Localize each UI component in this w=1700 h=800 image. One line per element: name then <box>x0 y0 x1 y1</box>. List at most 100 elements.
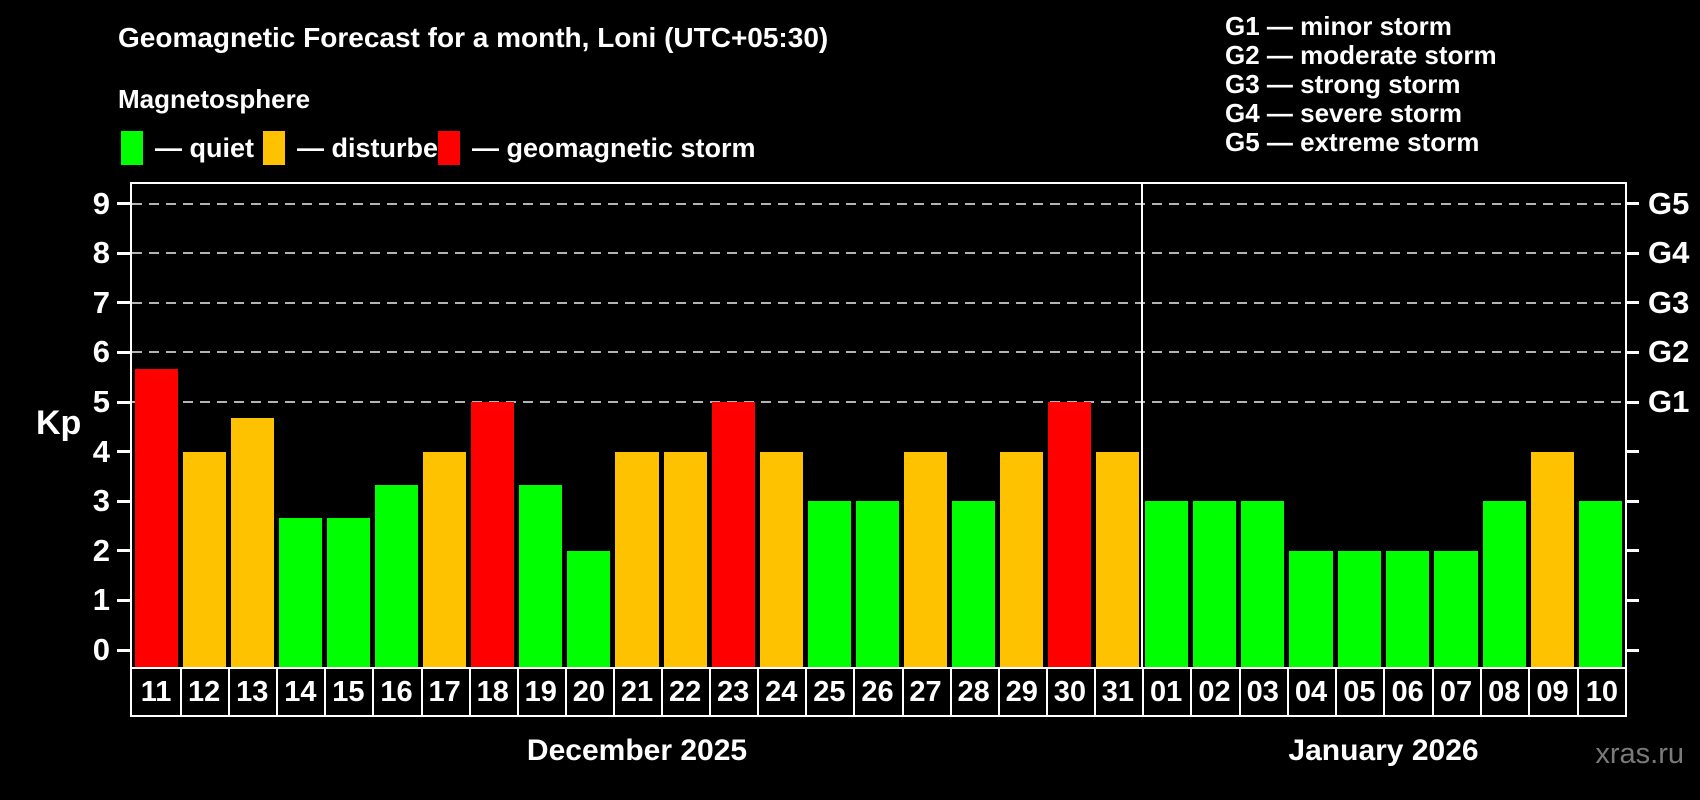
legend-item-quiet: — quiet <box>121 131 254 165</box>
kp-bar-25 <box>807 501 851 667</box>
y-tick-label-2: 2 <box>92 532 110 568</box>
g-level-label-G2: G2 <box>1648 334 1690 370</box>
y-tick-left-8 <box>117 251 130 255</box>
kp-bar-04 <box>1289 550 1333 667</box>
y-tick-right-5 <box>1626 400 1639 404</box>
legend-label-disturbed: — disturbed <box>297 132 455 163</box>
legend-item-storm: — geomagnetic storm <box>438 131 756 165</box>
gridline-kp-8 <box>132 252 1625 255</box>
kp-bar-22 <box>663 451 707 667</box>
kp-bar-27 <box>904 451 948 667</box>
chart-title: Geomagnetic Forecast for a month, Loni (… <box>118 22 829 53</box>
kp-bar-13 <box>230 418 274 667</box>
kp-bar-11 <box>134 368 178 667</box>
y-axis-title: Kp <box>36 404 82 442</box>
day-label-14: 14 <box>276 669 327 715</box>
day-label-10: 10 <box>1585 676 1618 708</box>
y-tick-right-8 <box>1626 251 1639 255</box>
g2-legend-line: G2 — moderate storm <box>1225 40 1497 70</box>
kp-bar-23 <box>711 402 755 667</box>
day-label-20: 20 <box>565 669 615 715</box>
legend-item-disturbed: — disturbed <box>263 131 455 165</box>
kp-bar-10 <box>1579 501 1623 667</box>
day-label-02: 02 <box>1190 669 1241 715</box>
kp-bar-01 <box>1144 501 1188 667</box>
g-level-label-G3: G3 <box>1648 284 1690 320</box>
day-label-03: 03 <box>1239 669 1289 715</box>
day-label-30: 30 <box>1046 669 1096 715</box>
day-label-17: 17 <box>421 669 471 715</box>
g3-legend-line: G3 — strong storm <box>1225 69 1461 99</box>
y-tick-label-0: 0 <box>92 632 110 667</box>
kp-bar-21 <box>615 451 659 667</box>
day-label-15: 15 <box>324 669 375 715</box>
y-tick-left-1 <box>117 598 130 602</box>
day-label-04: 04 <box>1287 669 1338 715</box>
kp-bar-12 <box>182 451 226 667</box>
month-labels-row: December 2025 January 2026 <box>132 734 1625 774</box>
day-label-13: 13 <box>228 669 279 715</box>
day-label-22: 22 <box>661 669 712 715</box>
day-label-26: 26 <box>853 669 904 715</box>
kp-bar-06 <box>1386 550 1430 667</box>
y-tick-label-3: 3 <box>92 483 110 519</box>
day-label-01: 01 <box>1142 669 1193 715</box>
gridline-kp-9 <box>132 202 1625 205</box>
chart-subtitle: Magnetosphere <box>118 84 311 114</box>
kp-bar-09 <box>1530 451 1575 667</box>
disturbed-color-swatch <box>263 131 285 165</box>
y-tick-left-2 <box>117 549 130 553</box>
g-level-label-G4: G4 <box>1648 235 1690 271</box>
day-axis-strip: 11 12 13 14 15 16 17 18 19 20 21 22 23 24 25 26 27 28 29 30… <box>130 667 1627 717</box>
kp-bar-24 <box>759 451 803 667</box>
gridline-kp-5 <box>132 401 1625 403</box>
day-label-29: 29 <box>998 669 1048 715</box>
kp-bar-02 <box>1192 501 1237 667</box>
y-tick-right-9 <box>1626 202 1639 206</box>
day-label-19: 19 <box>517 669 567 715</box>
gridline-kp-7 <box>132 301 1625 304</box>
kp-bar-30 <box>1048 402 1092 667</box>
day-label-06: 06 <box>1384 669 1434 715</box>
day-label-21: 21 <box>613 669 664 715</box>
kp-bar-31 <box>1096 451 1140 667</box>
kp-bar-17 <box>423 451 467 667</box>
kp-bar-03 <box>1241 501 1285 667</box>
day-label-23: 23 <box>709 669 760 715</box>
plot-area: 0 1 2 3 4 5 6 7 8 9 G5 G4 G3 G2 G1 <box>93 182 1689 669</box>
g5-legend-line: G5 — extreme storm <box>1225 127 1480 157</box>
month-label-0: December 2025 <box>526 734 748 767</box>
day-label-24: 24 <box>757 669 808 715</box>
kp-bar-19 <box>519 484 563 667</box>
day-label-12: 12 <box>180 669 231 715</box>
kp-bar-14 <box>278 517 322 667</box>
g1-legend-line: G1 — minor storm <box>1225 11 1452 41</box>
kp-bar-08 <box>1482 501 1526 667</box>
day-label-27: 27 <box>902 669 952 715</box>
kp-bar-28 <box>952 501 996 667</box>
y-tick-right-0 <box>1626 648 1639 652</box>
y-tick-label-9: 9 <box>92 185 110 221</box>
day-label-08: 08 <box>1480 669 1531 715</box>
day-label-11: 11 <box>132 669 183 715</box>
y-tick-label-1: 1 <box>92 582 110 618</box>
day-label-25: 25 <box>805 669 856 715</box>
day-label-16: 16 <box>372 669 423 715</box>
kp-bar-26 <box>855 501 900 667</box>
kp-bar-16 <box>374 484 419 667</box>
y-tick-label-8: 8 <box>92 235 110 271</box>
y-tick-right-2 <box>1626 549 1639 553</box>
kp-bar-15 <box>326 517 370 667</box>
g-level-label-G5: G5 <box>1648 185 1690 221</box>
kp-bar-07 <box>1434 550 1478 667</box>
y-tick-label-5: 5 <box>92 384 110 419</box>
y-tick-left-5 <box>117 400 130 404</box>
legend-label-quiet: — quiet <box>155 132 254 163</box>
y-tick-right-4 <box>1626 450 1639 454</box>
month-separator <box>1141 184 1143 667</box>
watermark: xras.ru <box>1595 738 1684 770</box>
day-label-05: 05 <box>1335 669 1386 715</box>
y-tick-label-4: 4 <box>92 433 110 469</box>
gridline-kp-6 <box>132 351 1625 354</box>
